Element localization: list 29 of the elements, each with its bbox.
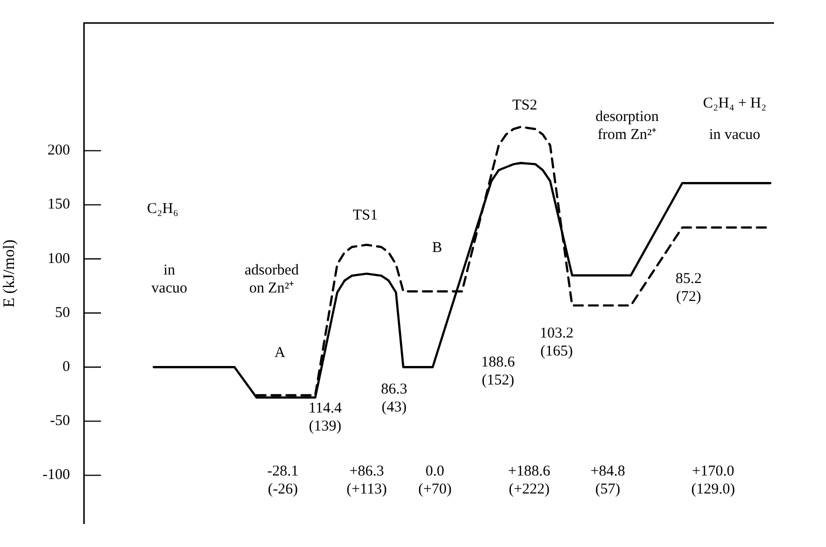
annotation: adsorbed on Zn²⁺ xyxy=(244,262,300,296)
y-tick-label: 100 xyxy=(48,250,70,267)
annotation: +86.3 (+113) xyxy=(346,463,387,498)
annotation: -28.1 (-26) xyxy=(267,463,298,498)
y-tick-label: -50 xyxy=(50,413,70,430)
annotation: +170.0 (129.0) xyxy=(691,463,736,498)
y-tick-label: 200 xyxy=(48,142,70,159)
annotation: 85.2 (72) xyxy=(676,270,702,305)
y-axis-title: E (kJ/mol) xyxy=(0,240,18,308)
annotation: in vacuo xyxy=(709,127,760,144)
annotation: C₂H₄ + H₂ xyxy=(703,96,766,112)
annotation: TS2 xyxy=(512,98,538,114)
y-tick-label: 50 xyxy=(55,304,70,321)
annotation: 114.4 (139) xyxy=(308,400,342,435)
annotation: in vacuo xyxy=(151,262,188,296)
annotation: B xyxy=(432,240,442,256)
annotation: 86.3 (43) xyxy=(381,382,408,416)
annotation: 188.6 (152) xyxy=(481,354,516,389)
annotation: +84.8 (57) xyxy=(590,463,626,498)
annotation: 103.2 (165) xyxy=(540,326,574,360)
annotation: +188.6 (+222) xyxy=(508,463,551,498)
annotation: A xyxy=(274,345,286,362)
annotation: 0.0 (+70) xyxy=(418,463,452,498)
annotation: C₂H₆ xyxy=(146,200,178,217)
annotation: TS1 xyxy=(352,207,378,224)
y-tick-label: 0 xyxy=(62,359,70,376)
y-tick-label: -100 xyxy=(42,467,70,484)
y-tick-label: 150 xyxy=(48,196,70,213)
annotation: desorption from Zn²⁺ xyxy=(595,109,660,144)
